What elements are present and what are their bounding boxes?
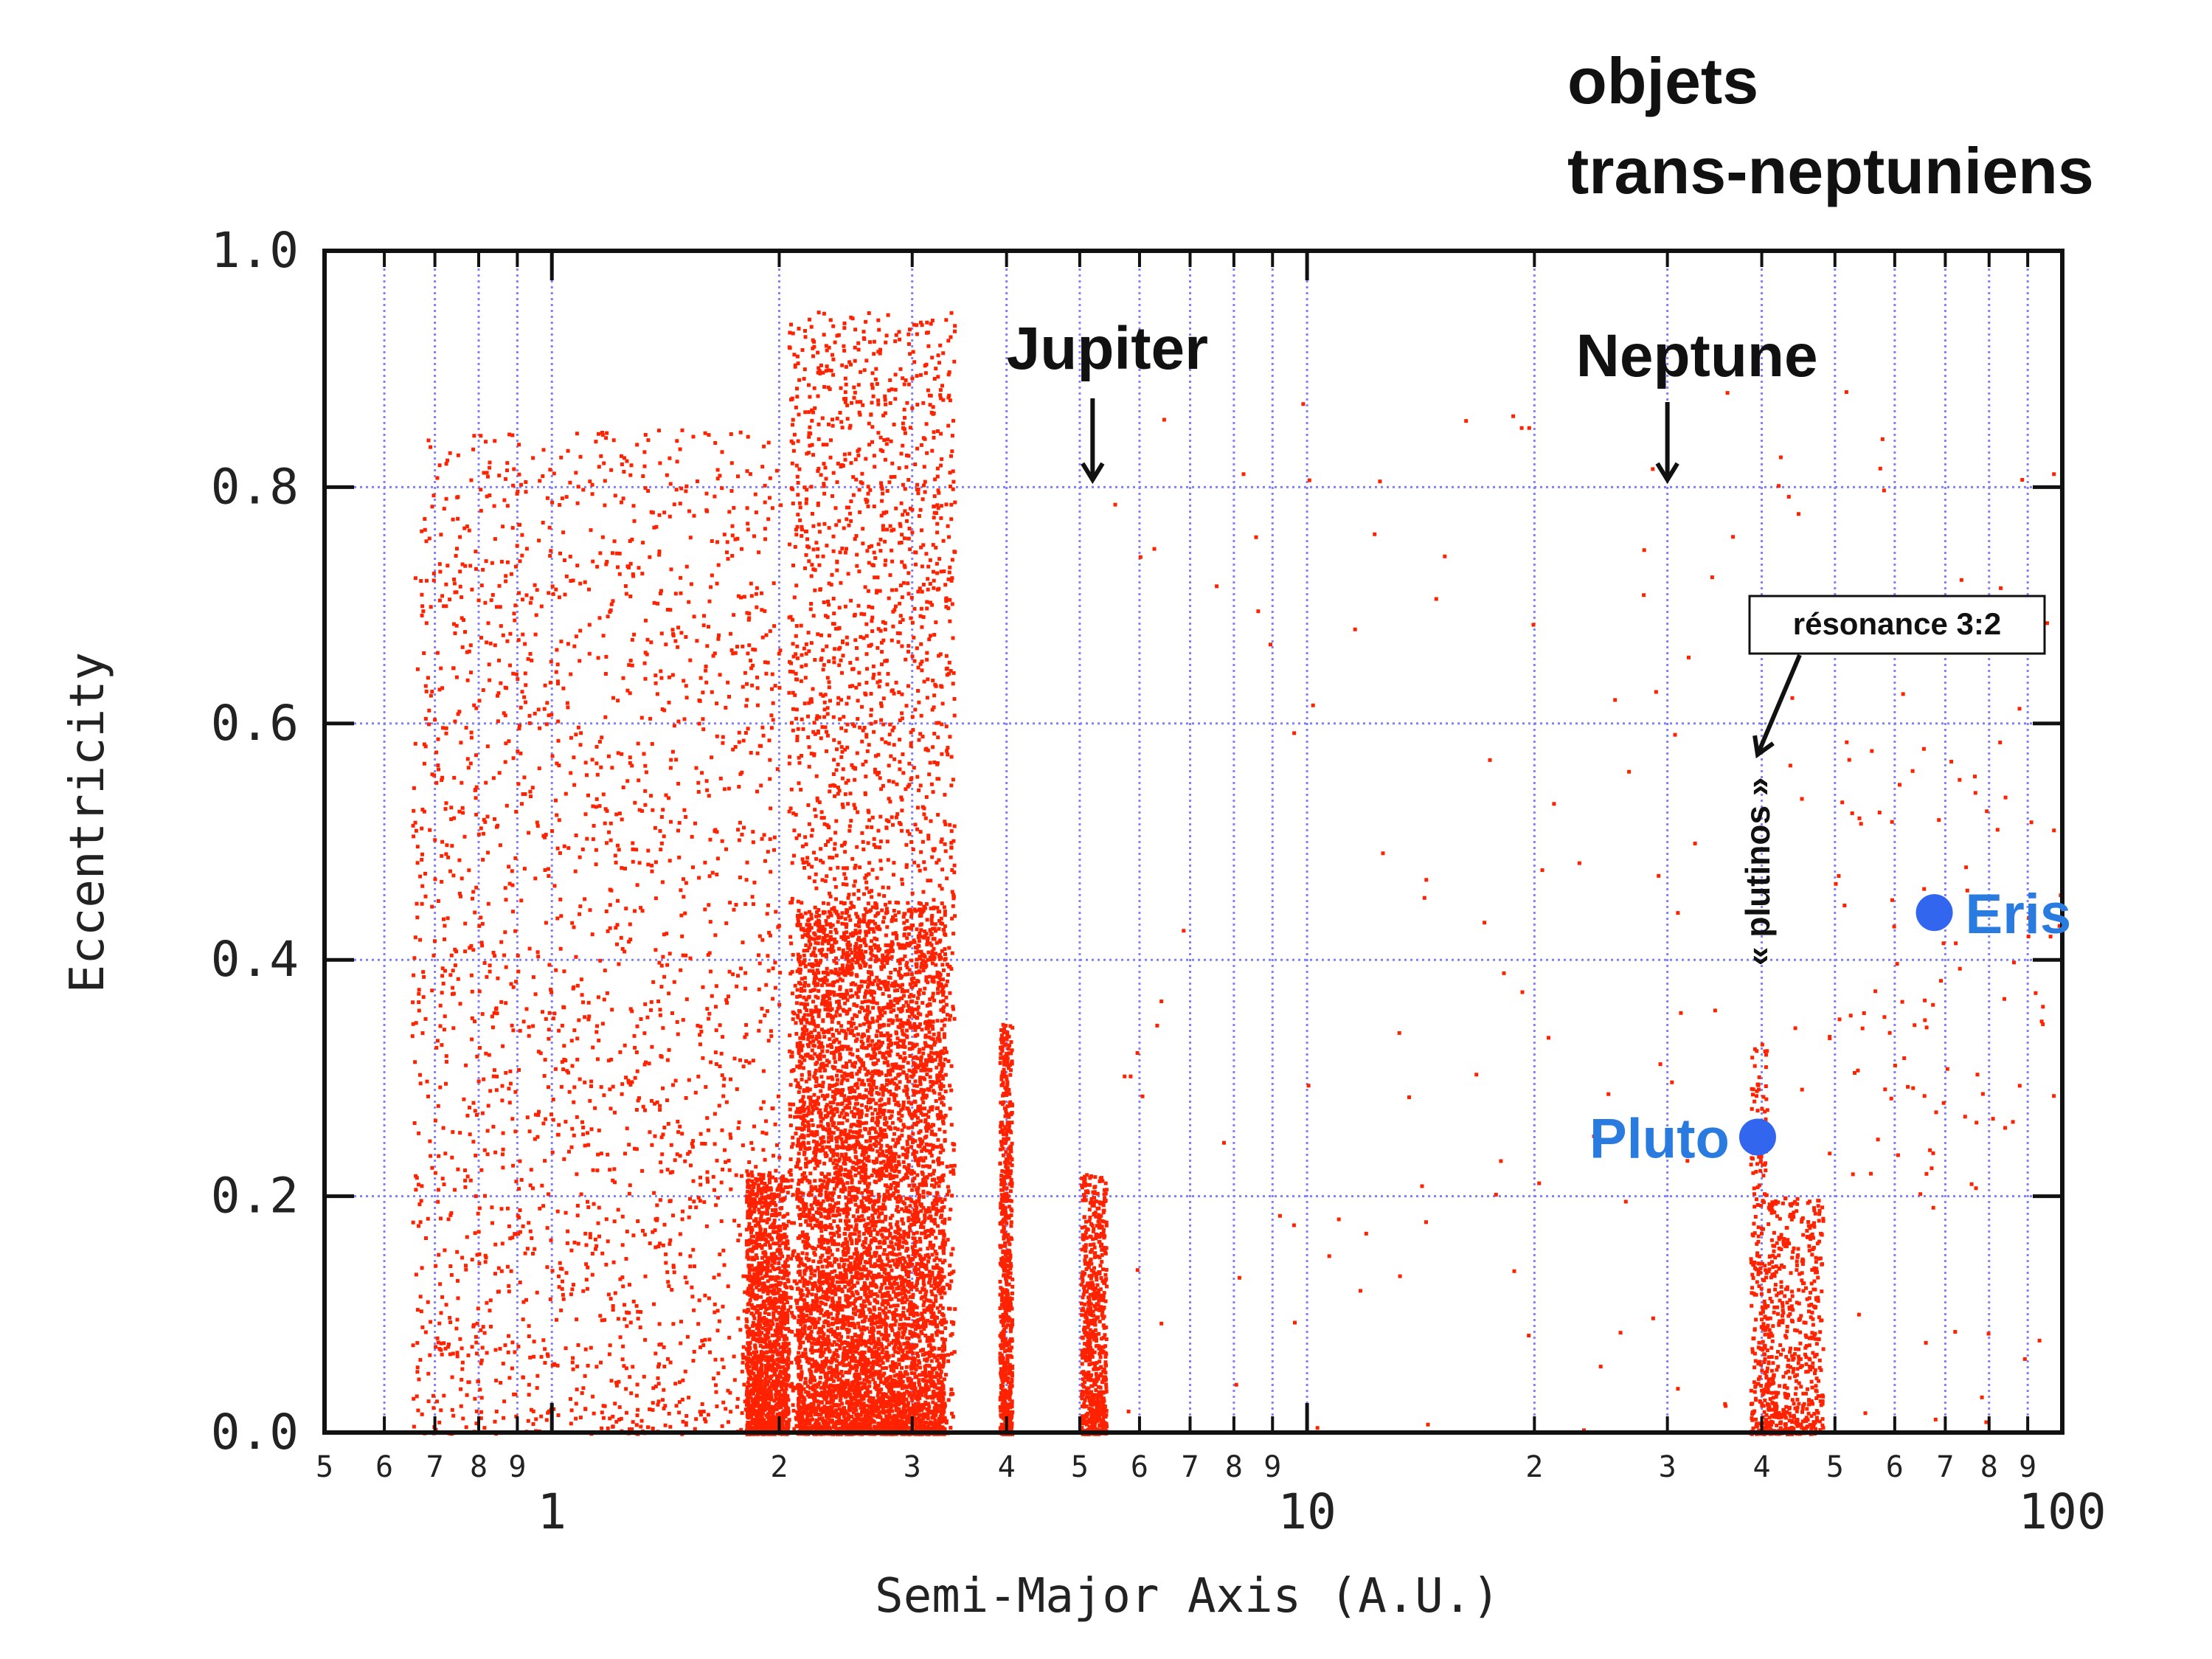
highlighted-points: Pluto Eris <box>1589 883 2071 1170</box>
x-minor-tick-label: 7 <box>1181 1450 1199 1484</box>
chart-title-line-2: trans-neptuniens <box>1567 134 2094 207</box>
x-major-tick-label: 100 <box>2018 1483 2106 1540</box>
annotations: Jupiter Neptune résonance 3:2 « plutinos » <box>1007 315 2046 966</box>
arrow-resonance-head <box>1752 735 1775 759</box>
x-minor-tick-label: 4 <box>998 1450 1016 1484</box>
y-tick-label: 0.0 <box>211 1404 299 1461</box>
arrow-jupiter-head <box>1081 462 1105 485</box>
x-minor-tick-label: 4 <box>1753 1450 1771 1484</box>
x-minor-tick-label: 2 <box>1525 1450 1543 1484</box>
x-major-tick-label: 1 <box>537 1483 566 1540</box>
x-minor-tick-label: 6 <box>1886 1450 1904 1484</box>
plot-border <box>322 249 2064 1435</box>
x-axis-title: Semi-Major Axis (A.U.) <box>875 1569 1500 1624</box>
annotation-resonance: résonance 3:2 <box>1793 606 2001 641</box>
y-tick-label: 0.8 <box>211 458 299 515</box>
chart-title-line-1: objets <box>1567 44 1758 117</box>
annotation-jupiter: Jupiter <box>1007 315 1208 382</box>
x-minor-tick-label: 8 <box>470 1450 488 1484</box>
axis-ticks: 5 6 7 8 9 2 3 4 5 6 7 8 9 2 3 4 5 6 7 8 91 10 1000.00.20.40.60… <box>211 222 2107 1540</box>
x-minor-tick-label: 2 <box>770 1450 788 1484</box>
y-tick-label: 0.4 <box>211 931 299 988</box>
annotation-plutinos: « plutinos » <box>1738 777 1777 966</box>
x-minor-tick-label: 7 <box>426 1450 444 1484</box>
x-minor-tick-label: 6 <box>1131 1450 1148 1484</box>
x-minor-tick-label: 5 <box>1071 1450 1089 1484</box>
grid <box>325 251 2062 1433</box>
arrow-resonance-shaft <box>1755 654 1802 756</box>
x-minor-tick-label: 7 <box>1936 1450 1954 1484</box>
scatter-points <box>410 311 2063 1437</box>
plot-frame <box>322 249 2064 1435</box>
annotation-resonance-box <box>1748 595 2046 655</box>
x-minor-tick-label: 9 <box>1263 1450 1281 1484</box>
highlight-label-eris: Eris <box>1966 883 2072 946</box>
x-minor-tick-label: 5 <box>1826 1450 1844 1484</box>
x-minor-tick-label: 3 <box>904 1450 921 1484</box>
x-minor-tick-label: 9 <box>508 1450 526 1484</box>
y-tick-label: 0.6 <box>211 695 299 752</box>
y-axis-title: Eccentricity <box>60 652 115 993</box>
x-major-tick-label: 10 <box>1277 1483 1336 1540</box>
highlight-point-pluto <box>1738 1118 1776 1156</box>
highlight-label-pluto: Pluto <box>1589 1108 1730 1171</box>
x-minor-tick-label: 9 <box>2019 1450 2036 1484</box>
y-tick-label: 0.2 <box>211 1168 299 1225</box>
arrow-neptune-head <box>1655 462 1679 485</box>
x-minor-tick-label: 3 <box>1659 1450 1677 1484</box>
scatter-series <box>410 311 2063 1437</box>
y-tick-label: 1.0 <box>211 222 299 279</box>
x-minor-tick-label: 8 <box>1980 1450 1998 1484</box>
annotation-neptune: Neptune <box>1576 322 1818 389</box>
x-minor-tick-label: 8 <box>1225 1450 1243 1484</box>
highlight-point-eris <box>1915 894 1953 932</box>
x-minor-tick-label: 5 <box>316 1450 333 1484</box>
x-minor-tick-label: 6 <box>375 1450 393 1484</box>
